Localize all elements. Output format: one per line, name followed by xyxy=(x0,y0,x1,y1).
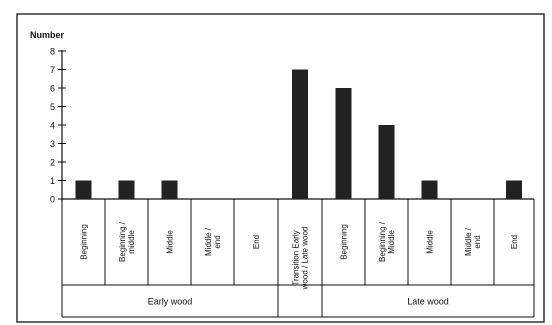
x-category-label: Middle /end xyxy=(464,227,482,256)
category-table: Beginning Beginning /middle Middle Middle /… xyxy=(61,199,535,318)
y-tick-label: 8 xyxy=(50,47,55,57)
y-tick-label: 7 xyxy=(50,65,55,75)
x-category-label: Beginning xyxy=(340,224,349,260)
bar xyxy=(118,180,135,199)
x-category-label: Beginning /middle xyxy=(118,221,136,262)
y-tick-label: 4 xyxy=(50,121,55,131)
x-category-label: Transition Earlywood / Late wood xyxy=(292,227,310,291)
bar xyxy=(292,69,308,199)
x-category-label: Middle xyxy=(426,230,435,254)
bar xyxy=(75,180,92,199)
y-ticks: 0 1 2 3 4 5 6 7 8 xyxy=(50,47,66,205)
bar xyxy=(421,180,438,199)
y-tick-label: 2 xyxy=(50,158,55,168)
x-category-label: End xyxy=(510,235,519,249)
bars xyxy=(75,69,522,199)
bar xyxy=(506,180,522,199)
bar xyxy=(378,125,395,199)
y-tick-label: 0 xyxy=(50,195,55,205)
bar xyxy=(161,180,178,199)
group-label: Early wood xyxy=(148,297,193,307)
x-category-label: Middle /end xyxy=(204,227,222,256)
x-category-label: Beginning xyxy=(80,224,89,260)
y-tick-label: 5 xyxy=(50,102,55,112)
x-category-label: Beginning /Middle xyxy=(378,221,396,262)
x-category-label: Middle xyxy=(166,230,175,254)
y-tick-label: 6 xyxy=(50,84,55,94)
figure-border xyxy=(16,13,545,323)
group-label: Late wood xyxy=(407,297,449,307)
bar xyxy=(335,88,352,199)
y-tick-label: 3 xyxy=(50,139,55,149)
x-category-label: End xyxy=(252,235,261,249)
y-tick-label: 1 xyxy=(50,176,55,186)
y-axis-label: Number xyxy=(30,30,65,40)
